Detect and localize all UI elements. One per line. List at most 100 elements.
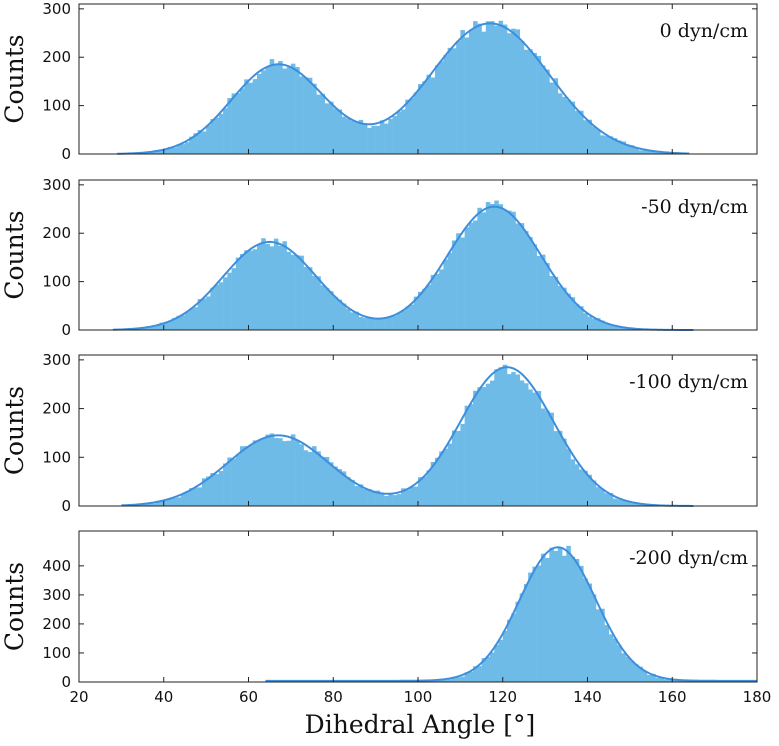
histogram-bar: [617, 645, 622, 682]
histogram-bar: [184, 311, 190, 330]
histogram-bar: [235, 93, 241, 154]
histogram-bar: [519, 380, 525, 506]
histogram-bar: [244, 446, 249, 506]
histogram-bar: [176, 315, 181, 330]
histogram-bar: [562, 555, 567, 682]
histogram-bar: [320, 285, 326, 330]
histogram-bar: [638, 150, 643, 154]
histogram-bar: [405, 99, 410, 154]
histogram-bar: [519, 593, 525, 682]
histogram-bar: [290, 434, 296, 506]
histogram-bar: [540, 553, 546, 682]
histogram-bar: [261, 70, 266, 154]
histogram-bar: [570, 101, 576, 154]
histogram-bar: [612, 498, 618, 506]
histogram-bar: [413, 296, 419, 330]
histogram-bar: [443, 259, 448, 330]
histogram-bar: [295, 440, 300, 506]
histogram-bar: [545, 410, 550, 506]
histogram-bar: [379, 317, 385, 330]
histogram-bar: [502, 364, 508, 506]
histogram-bar: [151, 503, 156, 506]
histogram-bar: [519, 40, 525, 154]
histogram-bar: [256, 73, 262, 154]
histogram-bar: [240, 446, 245, 506]
y-tick-label: 200: [42, 615, 71, 633]
histogram-bar: [405, 306, 410, 330]
histogram-bar: [608, 136, 614, 154]
histogram-bar: [439, 680, 444, 682]
histogram-bar: [201, 298, 207, 330]
histogram-bar: [299, 76, 304, 154]
histogram-bar: [468, 222, 474, 330]
histogram-bar: [506, 210, 512, 330]
histogram-bar: [282, 68, 287, 154]
histogram-bar: [388, 118, 393, 154]
histogram-bar: [413, 92, 419, 154]
histogram-bar: [142, 328, 148, 330]
histogram-bar: [557, 430, 563, 506]
histogram-bar: [642, 670, 648, 682]
histogram-bar: [396, 111, 402, 154]
histogram-bar: [464, 672, 470, 682]
histogram-bar: [545, 69, 550, 154]
histogram-bar: [473, 21, 478, 154]
histogram-bar: [498, 20, 504, 155]
x-tick-label: 120: [488, 688, 517, 706]
histogram-bar: [214, 284, 220, 330]
histogram-bar: [587, 316, 593, 330]
histogram-bar: [523, 231, 529, 330]
histogram-bar: [151, 151, 156, 154]
histogram-bar: [566, 545, 571, 682]
histogram-bar: [235, 454, 241, 506]
histogram-bar: [523, 49, 529, 154]
histogram-bar: [189, 308, 194, 330]
histogram-bar: [528, 49, 533, 155]
histogram-bar: [341, 116, 347, 154]
histogram-bar: [227, 272, 232, 330]
histogram-bar: [329, 462, 334, 506]
histogram-bar: [477, 23, 482, 154]
histogram-bar: [574, 111, 580, 154]
histogram-bar: [536, 56, 542, 154]
y-tick-label: 0: [61, 497, 71, 515]
histogram-bar: [379, 493, 385, 506]
y-tick-label: 300: [42, 0, 71, 18]
histogram-bar: [379, 120, 385, 154]
histogram-bar: [206, 296, 211, 330]
histogram-bar: [329, 291, 334, 330]
histogram-bar: [193, 487, 198, 506]
histogram-bar: [634, 664, 639, 682]
histogram-bar: [375, 490, 381, 506]
histogram-bar: [307, 77, 313, 154]
panel-2: 0 100 200 300 Counts -100 dyn/cm: [0, 351, 758, 515]
histogram-bar: [473, 220, 478, 330]
histogram-bar: [612, 138, 618, 154]
histogram-bar: [184, 142, 190, 154]
histogram-bar: [468, 29, 474, 154]
histogram-bar: [456, 430, 461, 506]
histogram-bar: [384, 496, 389, 506]
histogram-bar: [163, 499, 169, 506]
histogram-bar: [295, 255, 300, 330]
histogram-bar: [460, 29, 465, 154]
histogram-bar: [227, 457, 232, 506]
histogram-bar: [312, 83, 317, 154]
histogram-bar: [595, 609, 601, 682]
histogram-bar: [273, 238, 279, 330]
histogram-bar: [566, 293, 571, 330]
histogram-bar: [451, 430, 457, 506]
histogram-bar: [625, 501, 631, 506]
histogram-bar: [451, 240, 457, 330]
histogram-bar: [536, 565, 542, 682]
histogram-bar: [617, 499, 622, 506]
histogram-bar: [180, 493, 186, 506]
histogram-bar: [193, 133, 198, 154]
histogram-bar: [392, 116, 398, 154]
histogram-bar: [638, 504, 643, 506]
histogram-bar: [604, 625, 609, 682]
histogram-bar: [570, 297, 576, 330]
histogram-bar: [634, 148, 639, 154]
histogram-bar: [422, 288, 427, 330]
histogram-bar: [583, 120, 588, 154]
